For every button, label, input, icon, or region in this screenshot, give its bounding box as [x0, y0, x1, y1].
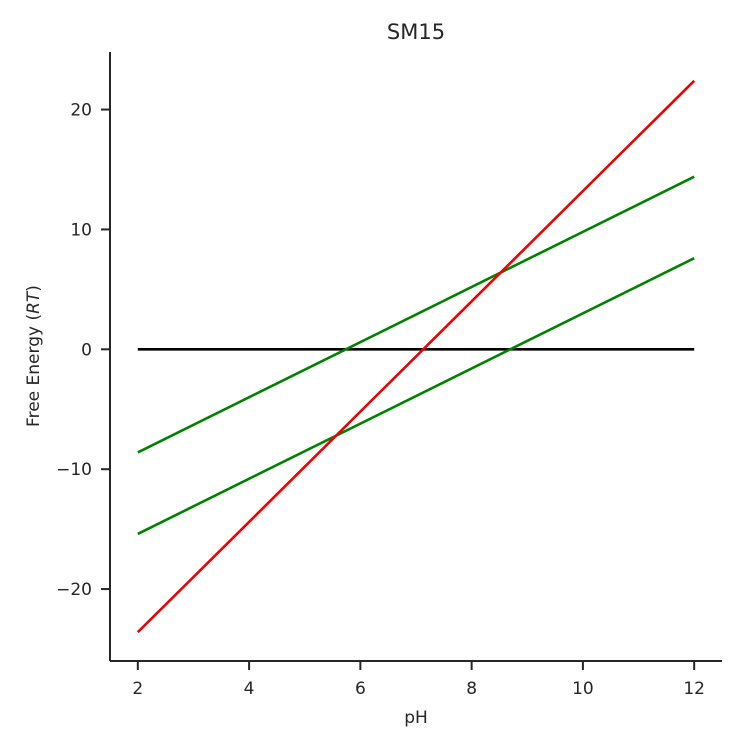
y-tick-label: −10: [56, 460, 92, 480]
y-axis-ticks: −20 −10 0 10 20: [56, 101, 110, 600]
series-line-3: [136, 79, 696, 634]
y-tick-label: 0: [81, 340, 92, 360]
series-line-1: [137, 175, 695, 454]
y-axis-label-suffix: ): [24, 285, 44, 292]
y-axis-label-italic: RT: [24, 290, 44, 314]
y-tick-label: −20: [56, 580, 92, 600]
plot-lines: [136, 79, 696, 634]
y-tick-label: 10: [70, 220, 92, 240]
x-tick-label: 2: [132, 679, 143, 699]
x-tick-label: 4: [244, 679, 255, 699]
x-axis-label: pH: [404, 708, 428, 728]
y-tick-label: 20: [70, 101, 92, 121]
y-axis-label-prefix: Free Energy (: [24, 314, 44, 427]
chart-title: SM15: [387, 20, 445, 44]
y-axis-label: Free Energy (RT): [24, 285, 44, 427]
x-axis-ticks: 2 4 6 8 10 12: [132, 661, 705, 699]
x-tick-label: 6: [355, 679, 366, 699]
series-line-2: [137, 257, 695, 536]
x-tick-label: 8: [466, 679, 477, 699]
x-tick-label: 12: [683, 679, 705, 699]
x-tick-label: 10: [572, 679, 594, 699]
